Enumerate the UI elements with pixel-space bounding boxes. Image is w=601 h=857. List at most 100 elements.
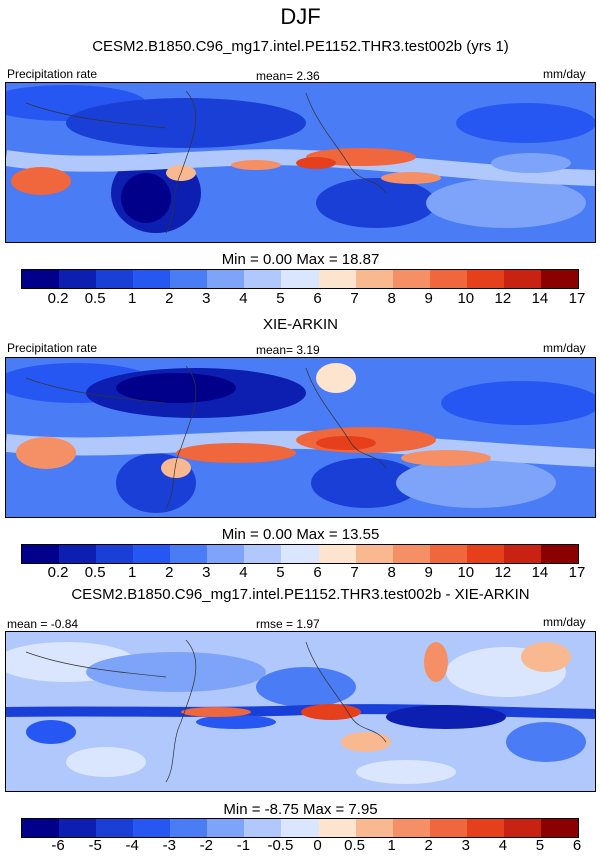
colorbar-tick-label: 2	[165, 290, 174, 307]
colorbar-tick-label: 17	[568, 564, 586, 581]
colorbar-swatch	[429, 270, 467, 288]
colorbar-swatch	[244, 819, 282, 837]
colorbar-tick-label: 2	[424, 837, 433, 854]
colorbar-swatch	[281, 819, 319, 837]
colorbar-tick-label: 1	[128, 564, 137, 581]
panel-3-subtitle: CESM2.B1850.C96_mg17.intel.PE1152.THR3.t…	[71, 586, 530, 603]
panel-3-rmse-label: rmse = 1.97	[256, 617, 320, 631]
colorbar-swatch	[133, 545, 171, 563]
panel-2-colorbar	[21, 544, 579, 564]
panel-3-mean-label: mean = -0.84	[7, 617, 79, 631]
colorbar-swatch	[503, 819, 541, 837]
colorbar-swatch	[355, 545, 393, 563]
colorbar-tick-label: 17	[568, 290, 586, 307]
colorbar-swatch	[503, 270, 541, 288]
colorbar-swatch	[207, 545, 245, 563]
colorbar-tick-label: 14	[531, 290, 549, 307]
panel-1-minmax: Min = 0.00 Max = 18.87	[221, 251, 380, 268]
colorbar-swatch	[96, 819, 134, 837]
colorbar-swatch	[318, 819, 356, 837]
colorbar-tick-label: 8	[387, 564, 396, 581]
colorbar-tick-label: 6	[313, 564, 322, 581]
colorbar-swatch	[392, 270, 430, 288]
colorbar-tick-label: 12	[494, 564, 512, 581]
panel-1-units-label: mm/day	[543, 67, 586, 81]
colorbar-swatch	[96, 270, 134, 288]
panel-1-mean-label: mean= 2.36	[256, 69, 320, 83]
colorbar-tick-label: 1	[387, 837, 396, 854]
colorbar-swatch	[281, 270, 319, 288]
colorbar-tick-label: 8	[387, 290, 396, 307]
colorbar-swatch	[540, 270, 578, 288]
colorbar-tick-label: 4	[239, 564, 248, 581]
colorbar-swatch	[392, 545, 430, 563]
colorbar-tick-label: 0.5	[84, 564, 106, 581]
colorbar-tick-label: 3	[202, 290, 211, 307]
colorbar-tick-label: 7	[350, 564, 359, 581]
colorbar-tick-label: 9	[424, 564, 433, 581]
panel-2-variable-label: Precipitation rate	[7, 341, 98, 355]
colorbar-tick-label: 10	[457, 564, 475, 581]
panel-2-map	[5, 357, 596, 518]
colorbar-swatch	[429, 545, 467, 563]
colorbar-swatch	[244, 270, 282, 288]
colorbar-swatch	[170, 819, 208, 837]
colorbar-swatch	[429, 819, 467, 837]
colorbar-swatch	[355, 270, 393, 288]
colorbar-tick-label: 7	[350, 290, 359, 307]
panel-2-mean-label: mean= 3.19	[256, 343, 320, 357]
panel-2-colorbar-ticks: 0.2 0.5 1 2 3 4 5 6 7 8 9 10 12 14 17	[21, 564, 586, 581]
colorbar-swatch	[318, 270, 356, 288]
panel-1-map	[5, 82, 596, 243]
panel-3-map	[5, 631, 596, 792]
colorbar-tick-label: -0.5	[267, 837, 294, 854]
colorbar-swatch	[392, 819, 430, 837]
colorbar-swatch	[466, 819, 504, 837]
panel-1-map-field	[6, 83, 595, 242]
colorbar-tick-label: 2	[165, 564, 174, 581]
colorbar-swatch	[96, 545, 134, 563]
panel-1-subtitle: CESM2.B1850.C96_mg17.intel.PE1152.THR3.t…	[92, 38, 509, 55]
colorbar-tick-label: 0.5	[344, 837, 366, 854]
colorbar-tick-label: -2	[199, 837, 213, 854]
colorbar-tick-label: 4	[239, 290, 248, 307]
panel-3-colorbar	[21, 818, 579, 838]
colorbar-tick-label: 0.2	[47, 564, 69, 581]
colorbar-swatch	[540, 545, 578, 563]
panel-1-colorbar	[21, 269, 579, 289]
colorbar-swatch	[207, 819, 245, 837]
colorbar-swatch	[22, 545, 60, 563]
panel-3-map-field	[6, 632, 595, 791]
colorbar-swatch	[466, 545, 504, 563]
panel-2-subtitle: XIE-ARKIN	[262, 316, 338, 333]
colorbar-tick-label: 5	[276, 290, 285, 307]
colorbar-tick-label: 9	[424, 290, 433, 307]
colorbar-swatch	[170, 270, 208, 288]
panel-3-minmax: Min = -8.75 Max = 7.95	[223, 801, 378, 818]
colorbar-swatch	[59, 545, 97, 563]
panel-2-minmax: Min = 0.00 Max = 13.55	[221, 526, 380, 543]
colorbar-swatch	[466, 270, 504, 288]
colorbar-tick-label: 12	[494, 290, 512, 307]
panel-2-map-field	[6, 358, 595, 517]
colorbar-swatch	[133, 819, 171, 837]
colorbar-swatch	[207, 270, 245, 288]
colorbar-tick-label: -3	[162, 837, 176, 854]
colorbar-swatch	[22, 819, 60, 837]
colorbar-tick-label: 0.5	[84, 290, 106, 307]
page-title: DJF	[280, 4, 321, 29]
colorbar-swatch	[244, 545, 282, 563]
colorbar-tick-label: 5	[276, 564, 285, 581]
colorbar-swatch	[540, 819, 578, 837]
colorbar-tick-label: 3	[202, 564, 211, 581]
panel-1-colorbar-ticks: 0.2 0.5 1 2 3 4 5 6 7 8 9 10 12 14 17	[21, 290, 586, 307]
colorbar-tick-label: -6	[51, 837, 65, 854]
colorbar-swatch	[503, 545, 541, 563]
colorbar-swatch	[170, 545, 208, 563]
colorbar-tick-label: 1	[128, 290, 137, 307]
colorbar-tick-label: -5	[88, 837, 102, 854]
colorbar-tick-label: 6	[572, 837, 582, 854]
colorbar-tick-label: 5	[535, 837, 545, 854]
colorbar-swatch	[318, 545, 356, 563]
colorbar-tick-label: 10	[457, 290, 475, 307]
